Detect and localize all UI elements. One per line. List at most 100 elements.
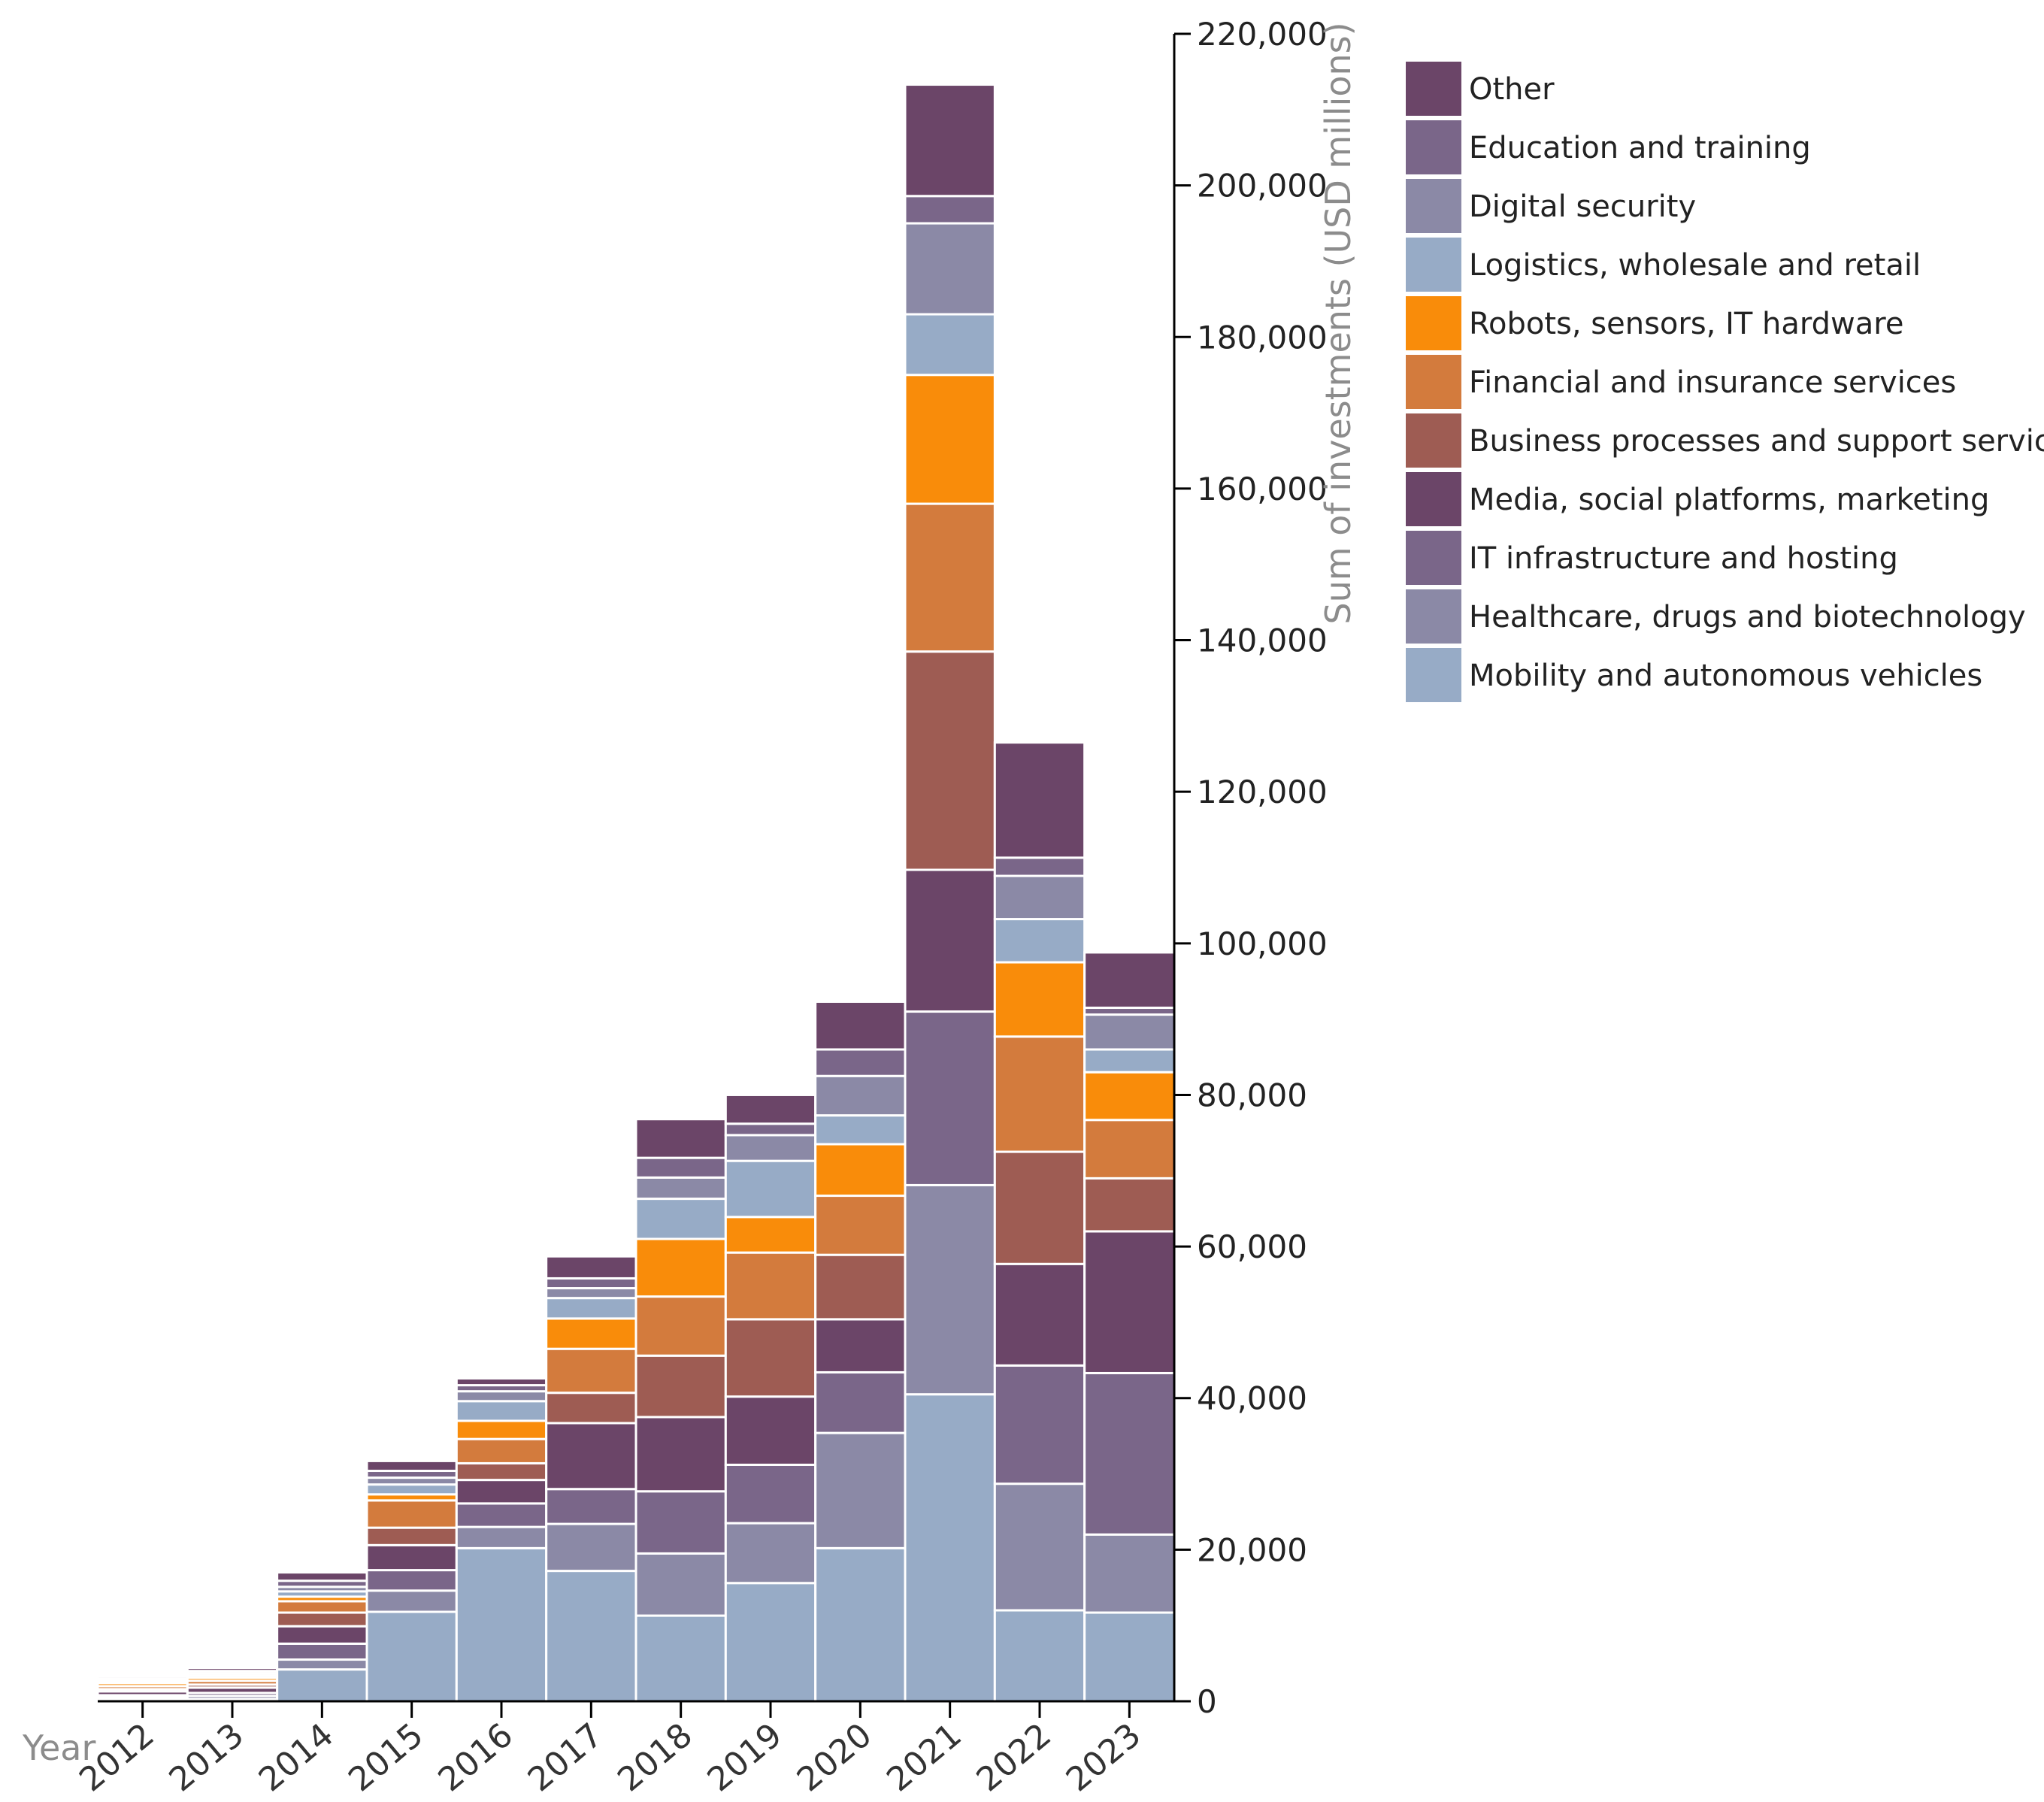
bar-segment-2018-4 — [634, 1354, 727, 1419]
bar-segment-2016-0 — [455, 1546, 548, 1703]
bar-segment-2015-2 — [365, 1569, 458, 1592]
bar-segment-2020-1 — [814, 1431, 907, 1549]
bar-segment-2016-7 — [455, 1400, 548, 1422]
legend-swatch — [1406, 238, 1461, 292]
bar-segment-2023-0 — [1083, 1611, 1176, 1703]
bar-segment-2023-4 — [1083, 1177, 1176, 1233]
bar-segment-2021-7 — [904, 313, 996, 377]
bar-segment-2017-4 — [545, 1392, 637, 1425]
bar-segment-2017-6 — [545, 1317, 637, 1350]
bar-segment-2022-9 — [993, 856, 1086, 877]
legend-swatch — [1406, 648, 1461, 702]
x-tick-label: 2019 — [701, 1716, 790, 1798]
bar-segment-2014-1 — [276, 1658, 368, 1671]
bar-segment-2021-5 — [904, 502, 996, 653]
x-tick-label: 2017 — [521, 1716, 610, 1798]
bar-segment-2020-4 — [814, 1253, 907, 1321]
y-tick-label: 200,000 — [1197, 168, 1328, 204]
bar-segment-2022-10 — [993, 741, 1086, 859]
bar-segment-2016-5 — [455, 1437, 548, 1464]
legend-label: Education and training — [1469, 131, 1811, 165]
bar-segment-2022-6 — [993, 961, 1086, 1038]
legend-label: Digital security — [1469, 189, 1696, 224]
bar-segment-2018-2 — [634, 1490, 727, 1555]
y-tick-label: 180,000 — [1197, 319, 1328, 356]
bar-segment-2020-3 — [814, 1318, 907, 1373]
bar-segment-2020-6 — [814, 1143, 907, 1198]
bar-segment-2017-2 — [545, 1488, 637, 1525]
bar-segment-2014-3 — [276, 1625, 368, 1645]
bar-segment-2020-10 — [814, 1000, 907, 1051]
legend-swatch — [1406, 179, 1461, 233]
bar-segment-2017-3 — [545, 1422, 637, 1491]
bar-segment-2023-5 — [1083, 1119, 1176, 1180]
bar-segment-2023-7 — [1083, 1048, 1176, 1074]
bar-segment-2019-3 — [724, 1395, 817, 1466]
bar-segment-2020-9 — [814, 1048, 907, 1077]
x-tick-label: 2021 — [880, 1716, 969, 1798]
bar-segment-2016-4 — [455, 1461, 548, 1482]
bar-segment-2018-10 — [634, 1118, 727, 1159]
bar-segment-2015-0 — [365, 1610, 458, 1703]
bar-segment-2017-9 — [545, 1277, 637, 1290]
legend-label: Logistics, wholesale and retail — [1469, 248, 1921, 283]
bar-segment-2016-6 — [455, 1419, 548, 1440]
bar-segment-2019-10 — [724, 1093, 817, 1125]
bar-segment-2019-8 — [724, 1134, 817, 1162]
bar-segment-2021-4 — [904, 650, 996, 871]
x-tick-label: 2022 — [970, 1716, 1059, 1798]
legend-label: IT infrastructure and hosting — [1469, 541, 1898, 576]
legend-label: Business processes and support services — [1469, 424, 2044, 459]
bar-segment-2021-3 — [904, 868, 996, 1013]
bar-segment-2019-7 — [724, 1159, 817, 1219]
x-tick-label: 2023 — [1059, 1716, 1149, 1798]
bar-segment-2018-8 — [634, 1176, 727, 1201]
legend-label: Financial and insurance services — [1469, 365, 1956, 400]
y-tick-label: 120,000 — [1197, 774, 1328, 810]
bar-segment-2016-8 — [455, 1390, 548, 1403]
bar-segment-2018-3 — [634, 1416, 727, 1493]
bar-segment-2017-0 — [545, 1570, 637, 1703]
legend-swatch — [1406, 472, 1461, 526]
bar-segment-2022-1 — [993, 1482, 1086, 1612]
bar-segment-2021-1 — [904, 1183, 996, 1396]
bar-segment-2018-1 — [634, 1552, 727, 1617]
bar-segment-2021-0 — [904, 1393, 996, 1703]
bar-segment-2021-9 — [904, 195, 996, 225]
bar-segment-2014-4 — [276, 1611, 368, 1628]
y-tick-label: 100,000 — [1197, 925, 1328, 962]
bar-segment-2014-2 — [276, 1642, 368, 1661]
legend-label: Mobility and autonomous vehicles — [1469, 659, 1982, 693]
y-tick-label: 160,000 — [1197, 471, 1328, 507]
legend: Other Education and training Digital secur… — [1406, 62, 2044, 702]
bar-segment-2016-2 — [455, 1502, 548, 1528]
legend-label: Media, social platforms, marketing — [1469, 483, 1989, 517]
y-tick-label: 0 — [1197, 1683, 1217, 1720]
bar-segment-2019-1 — [724, 1522, 817, 1585]
bar-segment-2023-3 — [1083, 1230, 1176, 1374]
bar-segment-2017-7 — [545, 1297, 637, 1320]
bar-segment-2016-10 — [455, 1377, 548, 1387]
bar-segment-2022-8 — [993, 874, 1086, 921]
y-tick-label: 40,000 — [1197, 1380, 1307, 1417]
bar-segment-2022-3 — [993, 1262, 1086, 1367]
bar-segment-2018-0 — [634, 1614, 727, 1703]
bar-segment-2021-6 — [904, 374, 996, 505]
bar-segment-2021-10 — [904, 83, 996, 198]
bar-segment-2017-10 — [545, 1255, 637, 1280]
bar-segment-2019-9 — [724, 1122, 817, 1137]
x-tick-label: 2018 — [610, 1716, 700, 1798]
x-tick-label: 2020 — [790, 1716, 880, 1798]
bar-segment-2020-2 — [814, 1370, 907, 1434]
legend-swatch — [1406, 62, 1461, 116]
bar-segment-2020-5 — [814, 1195, 907, 1256]
bar-segment-2018-5 — [634, 1295, 727, 1357]
legend-swatch — [1406, 355, 1461, 409]
bar-segment-2016-1 — [455, 1525, 548, 1549]
bars-layer — [96, 83, 1176, 1703]
legend-swatch — [1406, 120, 1461, 174]
bar-segment-2022-4 — [993, 1150, 1086, 1265]
bar-segment-2022-2 — [993, 1364, 1086, 1486]
